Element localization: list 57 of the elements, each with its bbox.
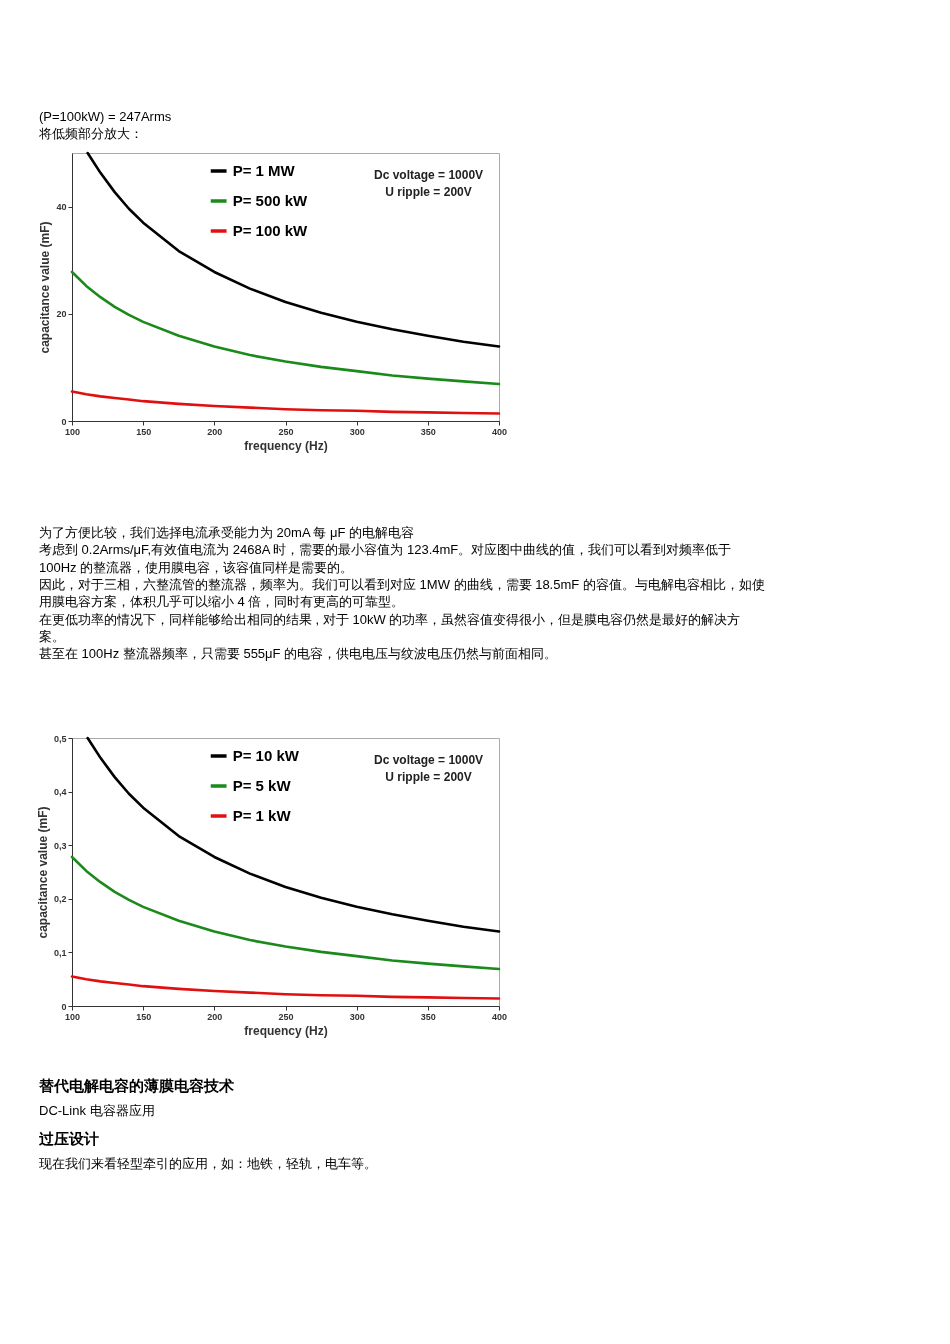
- x-axis-title: frequency (Hz): [244, 1023, 328, 1038]
- text: 考虑到 0.2Arms/μF,有效值电流为 2468A 时，需要的最小容值为 123.4mF。对应图中曲线的值，我们可以看到对频率低于: [39, 542, 732, 558]
- y-axis-title: capacitance value (mF): [38, 221, 53, 354]
- text: 案。: [39, 628, 65, 644]
- annotation: Dc voltage = 1000V: [374, 168, 484, 182]
- y-tick-label: 0: [61, 1001, 67, 1012]
- x-tick-label: 350: [420, 426, 436, 437]
- y-axis-title: capacitance value (mF): [35, 806, 50, 939]
- x-tick-label: 350: [420, 1011, 436, 1022]
- text: 为了方便比较，我们选择电流承受能力为 20mA 每 μF 的电解电容: [39, 525, 415, 540]
- text: 替代电解电容的薄膜电容技术: [38, 1077, 234, 1094]
- legend-label: P= 5 kW: [232, 777, 292, 794]
- x-tick-label: 400: [491, 426, 508, 437]
- line-series: [86, 736, 501, 933]
- text: DC-Link 电容器应用: [39, 1103, 155, 1118]
- y-tick-label: 0,2: [53, 894, 67, 905]
- x-tick-label: 200: [207, 426, 223, 437]
- legend-label: P= 500 kW: [232, 192, 309, 209]
- line-series: [70, 390, 501, 415]
- x-tick-label: 150: [136, 426, 152, 437]
- text: 因此，对于三相，六整流管的整流器，频率为。我们可以看到对应 1MW 的曲线，需要 18.5mF 的容值。与电解电容相比，如使: [39, 576, 765, 592]
- legend-label: P= 10 kW: [232, 747, 300, 764]
- x-tick-label: 300: [349, 1011, 365, 1022]
- x-tick-label: 300: [349, 426, 365, 437]
- y-tick-label: 0,5: [53, 733, 67, 744]
- legend-label: P= 1 kW: [232, 807, 292, 824]
- annotation: Dc voltage = 1000V: [374, 753, 484, 767]
- text: 将低频部分放大：: [38, 126, 143, 142]
- x-tick-label: 250: [278, 426, 294, 437]
- legend-label: P= 100 kW: [232, 222, 309, 239]
- text: (P=100kW) = 247Arms: [39, 109, 172, 124]
- line-series: [70, 855, 501, 971]
- line-series: [86, 151, 501, 348]
- y-tick-label: 20: [56, 309, 67, 320]
- y-tick-label: 0,3: [53, 840, 67, 851]
- y-tick-label: 0,4: [53, 787, 67, 798]
- text: 在更低功率的情况下，同样能够给出相同的结果 , 对于 10kW 的功率，虽然容值变得很小，但是膜电容仍然是最好的解决方: [39, 611, 741, 627]
- line-series: [70, 975, 501, 1000]
- text: 100Hz 的整流器，使用膜电容，该容值同样是需要的。: [39, 559, 354, 575]
- x-tick-label: 250: [278, 1011, 294, 1022]
- y-tick-label: 40: [56, 202, 67, 213]
- x-axis-title: frequency (Hz): [244, 438, 328, 453]
- text: 用膜电容方案，体积几乎可以缩小 4 倍，同时有更高的可靠型。: [39, 594, 405, 610]
- text: 过压设计: [38, 1130, 99, 1147]
- x-tick-label: 400: [491, 1011, 508, 1022]
- annotation: U ripple = 200V: [385, 770, 472, 784]
- x-tick-label: 100: [64, 426, 81, 437]
- y-tick-label: 0: [61, 416, 67, 427]
- annotation: U ripple = 200V: [385, 185, 472, 199]
- x-tick-label: 200: [207, 1011, 223, 1022]
- text: 现在我们来看轻型牵引的应用，如：地铁，轻轨，电车等。: [39, 1156, 377, 1171]
- line-series: [70, 270, 501, 386]
- x-tick-label: 150: [136, 1011, 152, 1022]
- y-tick-label: 0,1: [53, 947, 67, 958]
- x-tick-label: 100: [64, 1011, 81, 1022]
- legend-label: P= 1 MW: [232, 162, 296, 179]
- text: 甚至在 100Hz 整流器频率，只需要 555μF 的电容，供电电压与纹波电压仍然与前面相同。: [39, 646, 558, 662]
